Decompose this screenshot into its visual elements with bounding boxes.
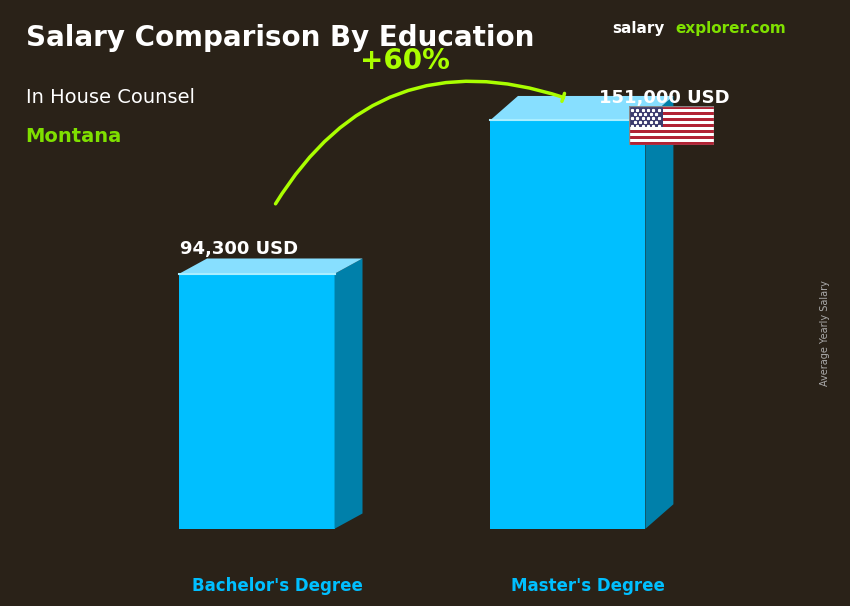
Bar	[629, 139, 714, 142]
Text: salary: salary	[612, 21, 665, 36]
Bar	[629, 106, 714, 109]
Text: Bachelor's Degree: Bachelor's Degree	[192, 578, 363, 596]
Text: Average Yearly Salary: Average Yearly Salary	[819, 281, 830, 386]
Text: +60%: +60%	[360, 47, 450, 75]
Text: Master's Degree: Master's Degree	[512, 578, 666, 596]
Bar	[629, 118, 714, 121]
Bar	[629, 124, 714, 127]
Bar	[629, 130, 714, 133]
Polygon shape	[645, 96, 673, 529]
Bar	[629, 133, 714, 136]
Text: 151,000 USD: 151,000 USD	[599, 89, 730, 107]
Bar	[629, 115, 714, 118]
Polygon shape	[490, 121, 645, 529]
Bar	[629, 142, 714, 145]
Polygon shape	[490, 96, 673, 121]
Polygon shape	[335, 259, 362, 529]
Polygon shape	[179, 259, 362, 274]
Text: explorer.com: explorer.com	[676, 21, 786, 36]
Text: 94,300 USD: 94,300 USD	[180, 239, 298, 258]
Text: Montana: Montana	[26, 127, 122, 146]
Text: Salary Comparison By Education: Salary Comparison By Education	[26, 24, 534, 52]
Bar	[629, 136, 714, 139]
Polygon shape	[179, 274, 335, 529]
Bar	[629, 106, 663, 127]
Bar	[629, 112, 714, 115]
Bar	[629, 109, 714, 112]
Text: In House Counsel: In House Counsel	[26, 88, 195, 107]
Bar	[629, 121, 714, 124]
Bar	[629, 127, 714, 130]
